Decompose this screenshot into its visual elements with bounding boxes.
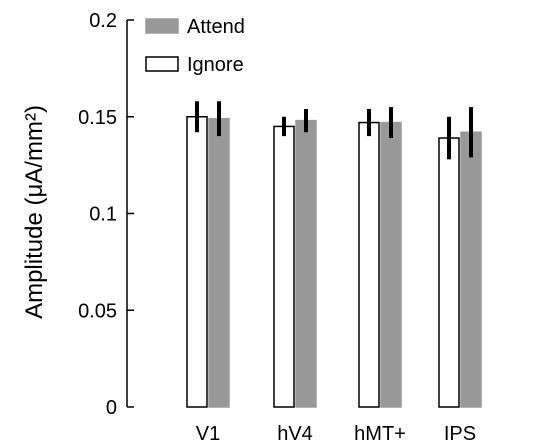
bar-attend-v1 — [208, 117, 230, 408]
x-tick-label: IPS — [444, 423, 476, 445]
x-tick-label: hMT+ — [354, 423, 406, 445]
x-tick-labels: V1 hV4 hMT+ IPS — [196, 423, 476, 445]
legend-swatch-attend — [145, 18, 179, 34]
bars — [186, 116, 482, 408]
y-axis-label: Amplitude (μA/mm²) — [21, 105, 48, 319]
bar-attend-ips — [460, 131, 482, 408]
y-tick-label: 0 — [106, 397, 117, 419]
legend-label-attend: Attend — [187, 16, 245, 38]
y-tick-label: 0.2 — [89, 10, 117, 32]
bar-ignore-ips — [438, 137, 460, 408]
y-tick-label: 0.05 — [78, 300, 117, 322]
bar-attend-hmtplus — [380, 121, 402, 408]
legend-swatch-ignore — [145, 56, 179, 72]
y-tick-label: 0.1 — [89, 204, 117, 226]
legend: Attend Ignore — [145, 16, 245, 76]
y-tick-label: 0.15 — [78, 107, 117, 129]
bar-attend-hv4 — [295, 119, 317, 408]
bar-ignore-hv4 — [273, 125, 295, 408]
legend-label-ignore: Ignore — [187, 54, 244, 76]
x-tick-label: V1 — [196, 423, 220, 445]
error-bars — [195, 101, 473, 160]
x-tick-label: hV4 — [277, 423, 313, 445]
bar-ignore-v1 — [186, 116, 208, 408]
y-ticks: 0 0.05 0.1 0.15 0.2 — [78, 10, 134, 419]
bar-ignore-hmtplus — [358, 121, 380, 408]
